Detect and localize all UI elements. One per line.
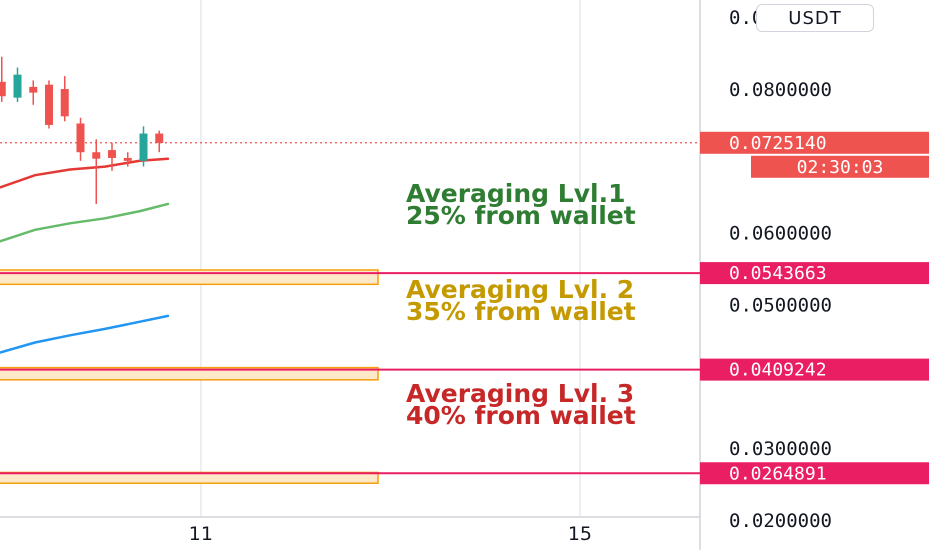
annotation-subtitle-3: 40% from wallet	[406, 401, 636, 430]
candle	[139, 126, 148, 167]
candle	[13, 67, 22, 102]
candle-body	[76, 123, 85, 153]
level-price-tag-3	[700, 462, 929, 485]
candle-body	[123, 157, 132, 161]
annotation-subtitle-1: 25% from wallet	[406, 201, 636, 230]
price-tick-label: 0.0500000	[729, 294, 832, 316]
candle-body	[60, 89, 69, 117]
price-tick-label: 0.0200000	[729, 510, 832, 532]
level-price-tag-label: 0.0264891	[729, 463, 827, 484]
date-tick-label: 15	[568, 523, 592, 545]
annotation-title-2: Averaging Lvl. 2	[406, 275, 634, 304]
candle	[45, 80, 53, 129]
moving-average-2	[0, 202, 170, 243]
candle-body	[92, 152, 101, 159]
candle-body	[29, 86, 38, 93]
candle	[60, 76, 69, 122]
candle	[92, 139, 101, 204]
moving-average-3	[0, 314, 170, 354]
countdown-tag	[751, 155, 929, 178]
price-tick-label: 0.0600000	[729, 223, 832, 245]
date-tick-label: 11	[189, 523, 213, 545]
current-price-tag-label: 0.0725140	[729, 133, 827, 154]
candle	[108, 142, 116, 171]
candle-body	[0, 81, 6, 97]
candle-body	[108, 150, 116, 158]
level-price-tag-label: 0.0409242	[729, 360, 827, 381]
current-price-tag	[700, 131, 929, 154]
price-tick-label: 0.0800000	[729, 79, 832, 101]
level-price-tag-label: 0.0543663	[729, 263, 827, 284]
countdown-label: 02:30:03	[797, 157, 884, 178]
averaging-zone-2	[0, 366, 379, 381]
candle	[123, 152, 132, 167]
annotation-subtitle-2: 35% from wallet	[406, 297, 636, 326]
candle-body	[45, 84, 53, 125]
annotation-title-3: Averaging Lvl. 3	[406, 379, 634, 408]
candle-body	[13, 74, 22, 98]
candle	[29, 80, 38, 105]
candle-body	[155, 133, 164, 143]
level-price-tag-1	[700, 262, 929, 285]
price-tick-label: 0.0300000	[729, 438, 832, 460]
currency-button[interactable]: USDT	[756, 4, 874, 32]
candle	[76, 117, 85, 161]
candle-body	[139, 133, 148, 161]
annotation-title-1: Averaging Lvl.1	[406, 179, 625, 208]
candle	[155, 130, 164, 153]
candle	[0, 56, 6, 102]
level-price-tag-2	[700, 358, 929, 381]
